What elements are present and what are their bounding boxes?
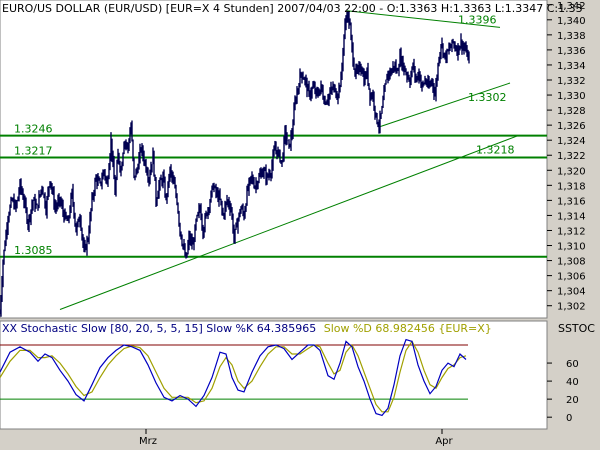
y-tick-label: 1,310 bbox=[557, 242, 586, 253]
stochastic-d-title: Slow %D 68.982456 {EUR=X} bbox=[324, 322, 492, 335]
stochastic-k-title: XX Stochastic Slow [80, 20, 5, 5, 15] Sl… bbox=[2, 322, 316, 335]
trend-line-label: 1.3396 bbox=[458, 13, 497, 26]
trend-line bbox=[59, 135, 519, 310]
y-tick-label: 1,340 bbox=[557, 16, 586, 27]
y-tick-label: 1,334 bbox=[557, 61, 586, 72]
y-tick-label: 1,332 bbox=[557, 76, 586, 87]
stochastic-title: XX Stochastic Slow [80, 20, 5, 5, 15] Sl… bbox=[2, 322, 492, 335]
x-tick-label: Mrz bbox=[139, 436, 157, 447]
x-axis: Mrz Apr bbox=[139, 429, 454, 447]
horizontal-line-label: 1.3246 bbox=[14, 123, 53, 136]
y-tick-label: 1,338 bbox=[557, 31, 586, 42]
y-tick-label: 1,304 bbox=[557, 287, 586, 298]
stochastic-panel bbox=[0, 320, 548, 430]
horizontal-line-label: 1.3217 bbox=[14, 144, 53, 157]
y-tick-label: 1,320 bbox=[557, 166, 586, 177]
y-tick-label: 1,312 bbox=[557, 226, 586, 237]
trend-line bbox=[346, 10, 501, 28]
x-tick-label: Apr bbox=[435, 436, 453, 447]
trend-line bbox=[379, 82, 511, 128]
y-tick-label: 1,308 bbox=[557, 257, 586, 268]
y-tick-label: 1,316 bbox=[557, 196, 586, 207]
y-tick-label: 1,306 bbox=[557, 272, 586, 283]
y-tick-label: 1,322 bbox=[557, 151, 586, 162]
stochastic-y-tick-label: 60 bbox=[566, 359, 579, 370]
trend-line-label: 1.3218 bbox=[476, 144, 515, 157]
y-tick-label: 1,330 bbox=[557, 91, 586, 102]
y-tick-label: 1,326 bbox=[557, 121, 586, 132]
y-tick-label: 1,324 bbox=[557, 136, 586, 147]
stochastic-y-axis: 60 40 20 0 bbox=[547, 359, 579, 424]
price-y-axis: 1,342 1,340 1,338 1,336 1,334 1,332 1,330 1,328… bbox=[547, 1, 586, 313]
y-tick-label: 1,328 bbox=[557, 106, 586, 117]
horizontal-line-label: 1.3085 bbox=[14, 244, 53, 257]
y-tick-label: 1,336 bbox=[557, 46, 586, 57]
trend-line-label: 1.3302 bbox=[468, 91, 507, 104]
y-tick-label: 1,318 bbox=[557, 181, 586, 192]
price-plot: 1.3246 1.3217 1.3085 1.3396 1.3302 1.3218 bbox=[0, 10, 547, 317]
stochastic-y-tick-label: 20 bbox=[566, 395, 579, 406]
chart-title: EURO/US DOLLAR (EUR/USD) [EUR=X 4 Stunde… bbox=[2, 2, 583, 15]
y-tick-label: 1,302 bbox=[557, 302, 586, 313]
stochastic-d-line bbox=[0, 340, 467, 413]
stochastic-y-tick-label: 0 bbox=[566, 413, 572, 424]
y-tick-label: 1,342 bbox=[557, 1, 586, 12]
stochastic-y-tick-label: 40 bbox=[566, 377, 579, 388]
stochastic-sidebar-label: SSTOC bbox=[558, 322, 595, 335]
y-tick-label: 1,314 bbox=[557, 211, 586, 222]
stochastic-k-line bbox=[0, 338, 467, 417]
stochastic-plot bbox=[0, 338, 468, 417]
